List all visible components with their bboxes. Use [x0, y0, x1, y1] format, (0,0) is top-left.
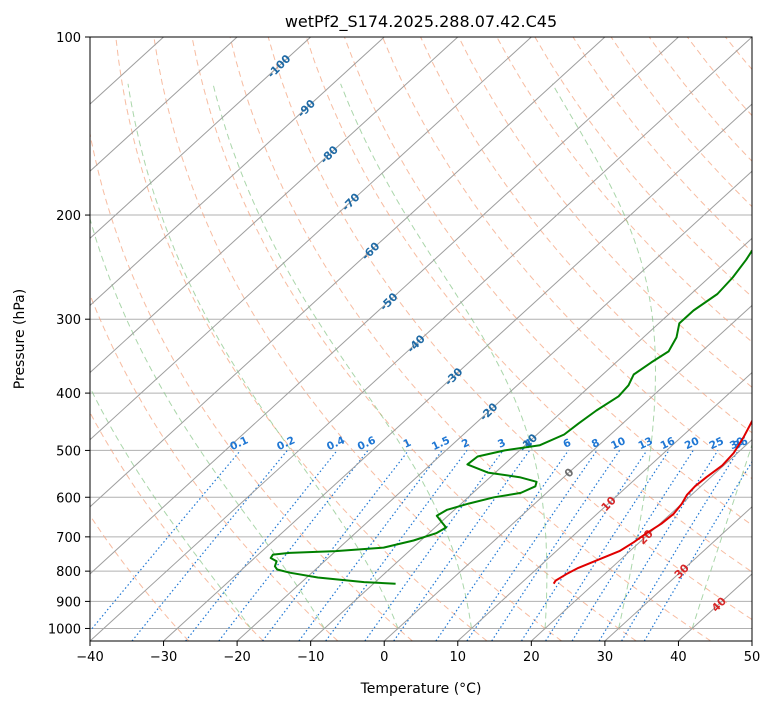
- x-tick-label: 0: [380, 650, 388, 665]
- x-tick-label: −10: [297, 650, 324, 665]
- x-tick-label: 30: [597, 650, 614, 665]
- x-tick-label: −30: [150, 650, 177, 665]
- y-tick-label: 600: [56, 491, 81, 506]
- y-tick-label: 100: [56, 31, 81, 46]
- x-tick-label: 10: [450, 650, 467, 665]
- y-tick-label: 500: [56, 444, 81, 459]
- y-tick-label: 300: [56, 313, 81, 328]
- y-tick-label: 900: [56, 595, 81, 610]
- y-tick-label: 700: [56, 531, 81, 546]
- chart-title: wetPf2_S174.2025.288.07.42.C45: [285, 12, 557, 32]
- x-axis-label: Temperature (°C): [360, 681, 482, 697]
- y-tick-label: 800: [56, 565, 81, 580]
- x-tick-label: −40: [76, 650, 103, 665]
- x-tick-label: 50: [744, 650, 761, 665]
- y-tick-label: 200: [56, 209, 81, 224]
- y-tick-label: 400: [56, 387, 81, 402]
- x-tick-label: −20: [223, 650, 250, 665]
- y-axis-label: Pressure (hPa): [12, 289, 28, 389]
- x-tick-label: 40: [670, 650, 687, 665]
- x-tick-label: 20: [523, 650, 540, 665]
- y-tick-label: 1000: [48, 622, 81, 637]
